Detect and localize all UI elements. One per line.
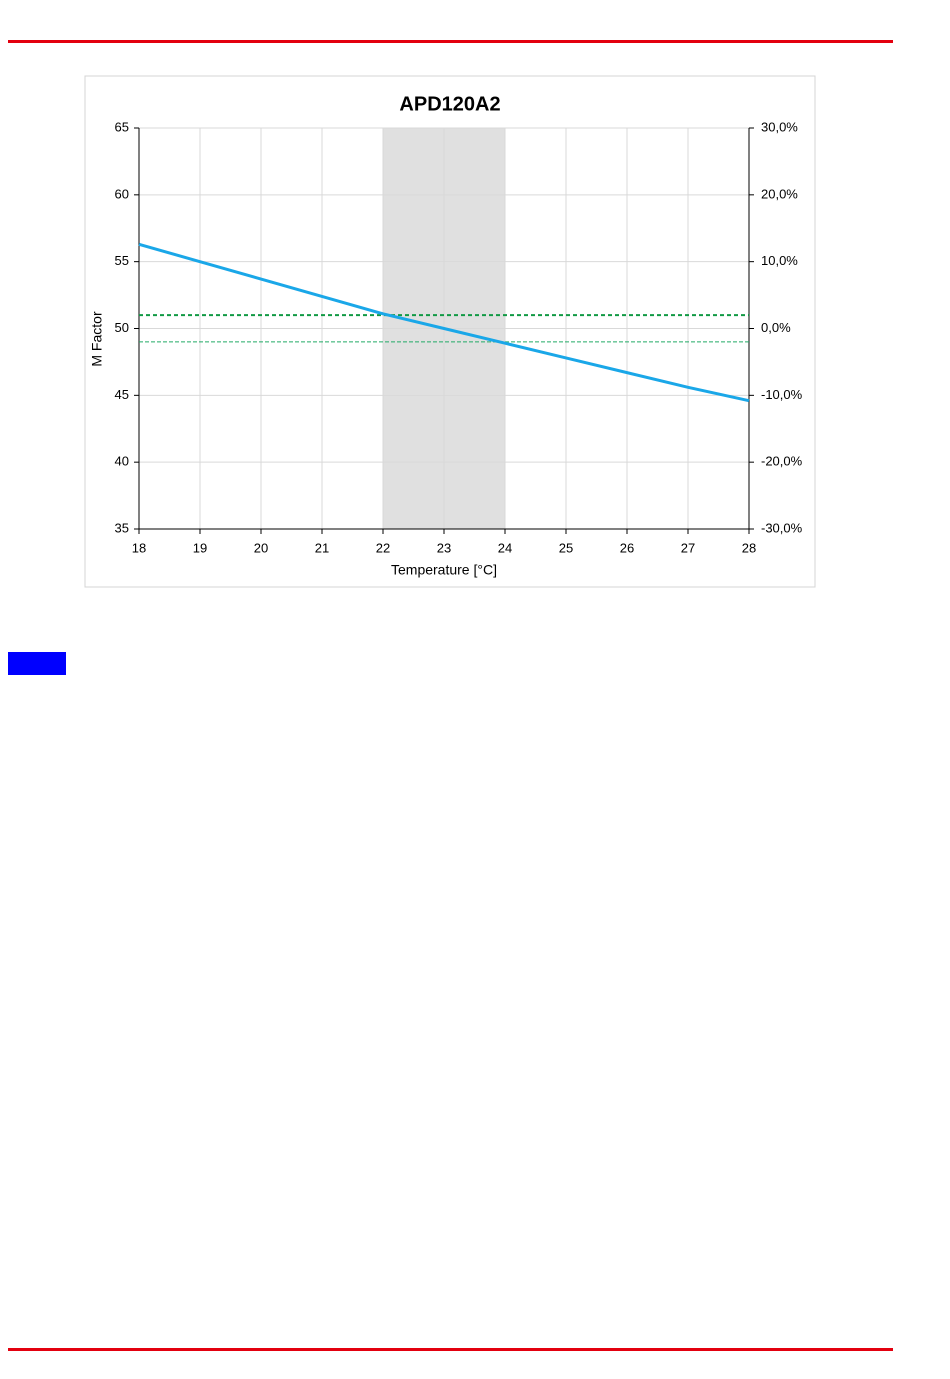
footer-rule bbox=[8, 1348, 893, 1351]
x-tick-label: 25 bbox=[559, 540, 573, 555]
blue-marker bbox=[8, 652, 66, 675]
y-axis-label: M Factor bbox=[89, 311, 105, 367]
y2-tick-label: 20,0% bbox=[761, 186, 798, 201]
x-tick-label: 21 bbox=[315, 540, 329, 555]
y-tick-label: 65 bbox=[115, 119, 129, 134]
y2-tick-label: 0,0% bbox=[761, 320, 791, 335]
x-tick-label: 20 bbox=[254, 540, 268, 555]
y2-tick-label: -10,0% bbox=[761, 387, 803, 402]
y-tick-label: 60 bbox=[115, 186, 129, 201]
chart: APD120A2 Temperature [°C] M Factor 18 19 2… bbox=[84, 75, 816, 588]
y-tick-label: 45 bbox=[115, 387, 129, 402]
x-tick-label: 22 bbox=[376, 540, 390, 555]
x-tick-label: 19 bbox=[193, 540, 207, 555]
data-line bbox=[138, 242, 750, 403]
x-tick-label: 18 bbox=[132, 540, 146, 555]
y-tick-label: 50 bbox=[115, 320, 129, 335]
y-tick-label: 35 bbox=[115, 520, 129, 535]
chart-title: APD120A2 bbox=[399, 93, 500, 115]
y-tick-label: 40 bbox=[115, 454, 129, 469]
x-tick-label: 28 bbox=[742, 540, 756, 555]
x-axis-label: Temperature [°C] bbox=[391, 562, 497, 578]
x-tick-label: 23 bbox=[437, 540, 451, 555]
y2-tick-label: -20,0% bbox=[761, 454, 803, 469]
y2-tick-label: 10,0% bbox=[761, 253, 798, 268]
x-tick-label: 26 bbox=[620, 540, 634, 555]
y-tick-label: 55 bbox=[115, 253, 129, 268]
y2-tick-label: -30,0% bbox=[761, 520, 803, 535]
x-tick-label: 24 bbox=[498, 540, 512, 555]
y2-tick-label: 30,0% bbox=[761, 119, 798, 134]
x-tick-label: 27 bbox=[681, 540, 695, 555]
header-rule bbox=[8, 40, 893, 43]
